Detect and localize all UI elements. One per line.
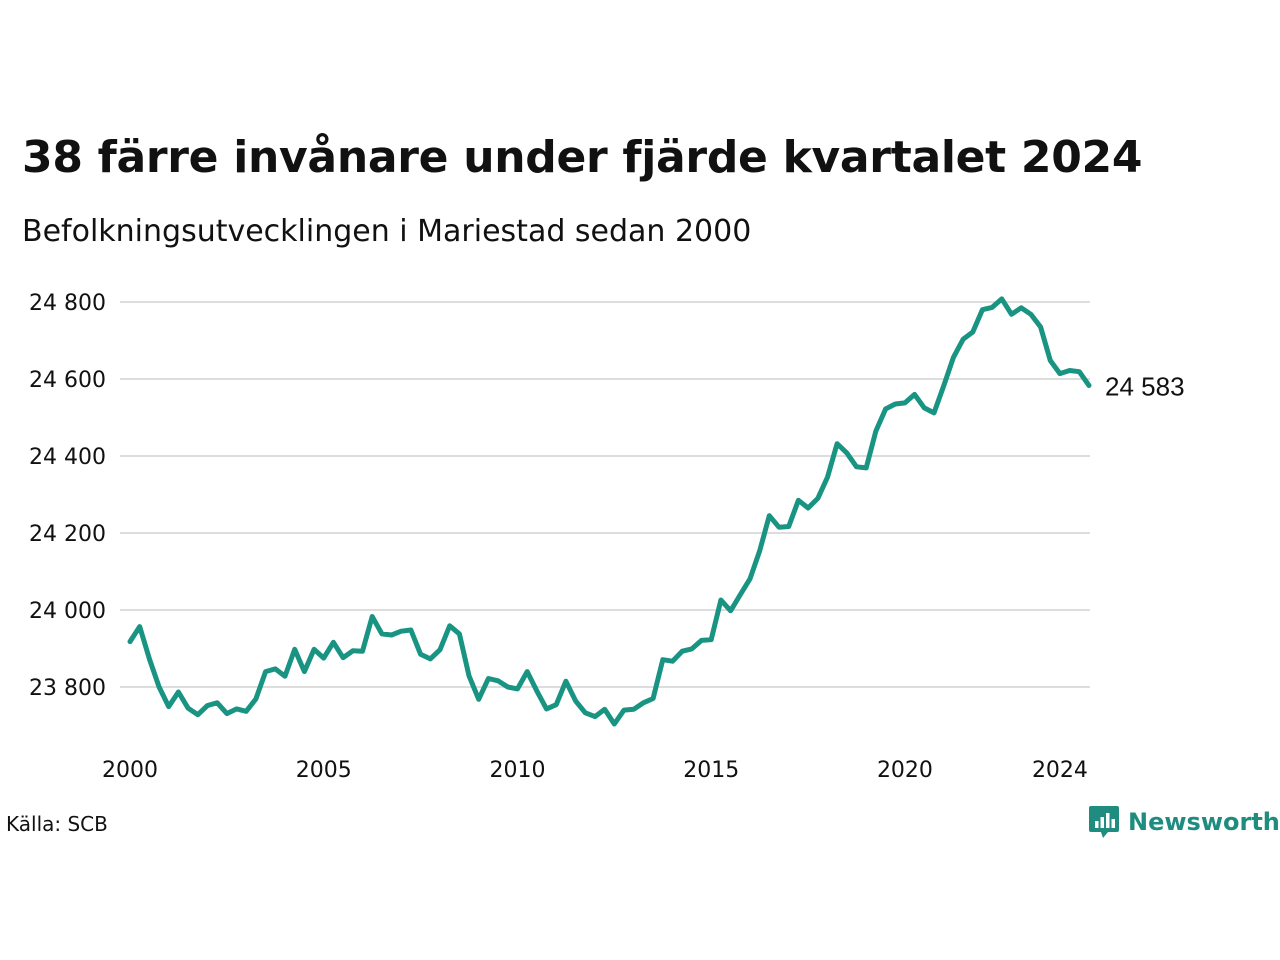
newsworthy-logo-icon: [1089, 806, 1119, 838]
x-tick-label: 2024: [1032, 758, 1088, 783]
source-note: Källa: SCB: [6, 812, 108, 836]
y-tick-label: 24 400: [29, 445, 106, 470]
x-axis-tick-labels: 2000 2005 2010 2015 2020 2024: [102, 758, 1088, 783]
series-line-population: [127, 296, 1092, 727]
end-value-label: 24 583: [1105, 372, 1185, 402]
x-tick-label: 2000: [102, 758, 158, 783]
y-tick-label: 24 200: [29, 522, 106, 547]
brand-name: Newsworthy: [1128, 808, 1280, 836]
x-tick-label: 2015: [683, 758, 739, 783]
y-tick-label: 23 800: [29, 676, 106, 701]
y-tick-label: 24 800: [29, 291, 106, 316]
y-tick-label: 24 600: [29, 368, 106, 393]
x-tick-label: 2020: [877, 758, 933, 783]
y-tick-label: 24 000: [29, 599, 106, 624]
x-tick-label: 2010: [489, 758, 545, 783]
brand-logo: Newsworthy: [1088, 804, 1280, 840]
grid-lines: [120, 301, 1090, 688]
y-axis-tick-labels: 23 800 24 000 24 200 24 400 24 600 24 800: [29, 291, 106, 701]
chart-title: 38 färre invånare under fjärde kvartalet…: [22, 132, 1143, 183]
series-population: [127, 296, 1092, 727]
end-value-label-group: 24 583: [1105, 372, 1185, 402]
x-tick-label: 2005: [296, 758, 352, 783]
chart-subtitle: Befolkningsutvecklingen i Mariestad seda…: [22, 214, 752, 249]
